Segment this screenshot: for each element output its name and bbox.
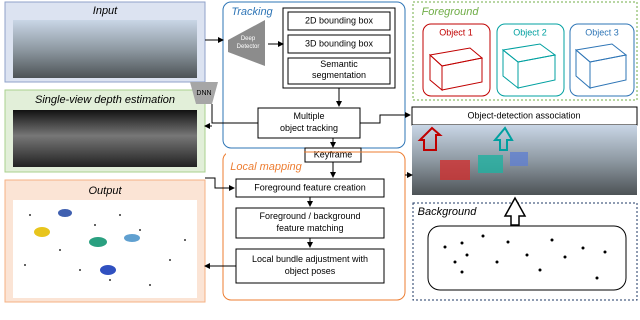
object-label: Object 1 <box>439 27 473 37</box>
output-box <box>287 57 391 85</box>
output-image <box>13 200 197 298</box>
input-panel: Input <box>4 1 206 83</box>
output-panel: Output <box>4 179 206 303</box>
local-mapping-panel <box>222 151 406 301</box>
depth-panel: Single-view depth estimation <box>4 89 206 173</box>
object-label: Object 2 <box>513 27 547 37</box>
detector-shape <box>228 20 265 66</box>
output-box <box>287 11 391 31</box>
step-label: Local bundle adjustment with object poses <box>252 254 368 276</box>
arrow <box>205 177 235 191</box>
title: Background <box>418 206 478 218</box>
step-box <box>235 207 385 239</box>
title: Local mapping <box>230 161 302 173</box>
object-label: Object 3 <box>585 27 619 37</box>
arrow <box>360 112 411 124</box>
arrow <box>211 104 258 124</box>
background-points <box>443 234 607 280</box>
up-arrow <box>503 196 527 226</box>
dnn-label: DNN <box>196 90 211 97</box>
output-box <box>287 34 391 54</box>
keyframe-label: Keyframe <box>314 149 353 159</box>
mot-label: Multiple object tracking <box>280 111 338 133</box>
title: Input <box>93 5 118 17</box>
point-cloud <box>24 214 186 286</box>
output-label: Semantic segmentation <box>312 59 366 80</box>
depth-image <box>13 110 197 167</box>
object-2: Object 2 <box>496 23 565 97</box>
output-label: 3D bounding box <box>305 38 374 48</box>
title: Tracking <box>231 6 273 18</box>
title: Foreground <box>422 6 480 18</box>
object-3: Object 3 <box>569 23 635 97</box>
output-label: 2D bounding box <box>305 15 374 25</box>
title: Single-view depth estimation <box>35 94 175 106</box>
title: Output <box>88 185 122 197</box>
step-label: Foreground feature creation <box>254 182 366 192</box>
association-label: Object-detection association <box>467 110 580 120</box>
background-box <box>427 225 627 291</box>
detector-label: Deep Detector <box>237 36 260 50</box>
object-1: Object 1 <box>422 23 491 97</box>
step-label: Foreground / background feature matching <box>259 211 360 233</box>
dnn-shape <box>190 82 218 104</box>
input-image <box>13 20 197 78</box>
title-bg <box>226 150 304 164</box>
